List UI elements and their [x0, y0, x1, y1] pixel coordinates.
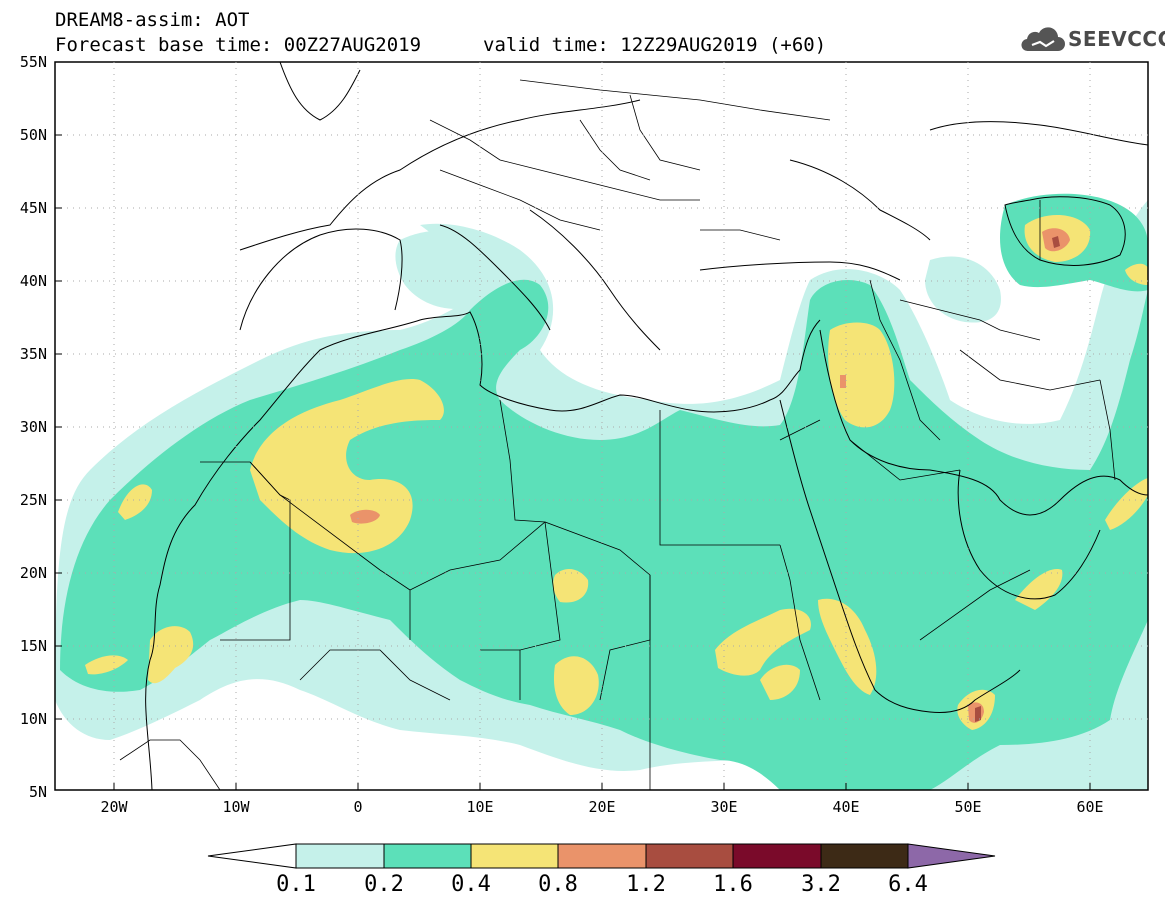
aot-band-0.4 [85, 214, 1148, 730]
colorbar-swatch [383, 843, 472, 869]
lat-label: 20N [20, 564, 47, 582]
country-borders [119, 79, 1116, 790]
lat-label: 35N [20, 345, 47, 363]
colorbar-swatch [557, 843, 647, 869]
colorbar-label: 0.1 [276, 872, 316, 897]
colorbar-label: 1.2 [626, 872, 666, 897]
colorbar-label: 6.4 [888, 872, 928, 897]
lat-label: 15N [20, 637, 47, 655]
lat-label: 10N [20, 710, 47, 728]
lon-label: 10W [222, 798, 250, 816]
map-title: DREAM8-assim: AOT [55, 9, 250, 31]
colorbar-label: 0.4 [451, 872, 491, 897]
lon-label: 10E [466, 798, 493, 816]
lat-label: 40N [20, 272, 47, 290]
colorbar-swatch [295, 843, 385, 869]
lon-label: 20E [588, 798, 615, 816]
lon-label: 40E [832, 798, 859, 816]
axis-ticks [55, 61, 1091, 790]
graticule [55, 62, 1148, 790]
colorbar-label: 3.2 [801, 872, 841, 897]
colorbar-swatch [645, 843, 734, 869]
colorbar-label: 1.6 [713, 872, 753, 897]
colorbar-under-arrow [207, 843, 297, 869]
logo-text: SEEVCCC [1068, 27, 1165, 51]
lat-label: 55N [20, 53, 47, 71]
lat-label: 25N [20, 491, 47, 509]
lon-label: 30E [710, 798, 737, 816]
lon-label: 50E [954, 798, 981, 816]
colorbar-swatch [820, 843, 909, 869]
valid-time: valid time: 12Z29AUG2019 (+60) [483, 34, 827, 56]
colorbar-label: 0.8 [538, 872, 578, 897]
lat-label: 50N [20, 126, 47, 144]
coastlines [145, 62, 1148, 790]
lon-label: 60E [1076, 798, 1103, 816]
colorbar-swatch [470, 843, 559, 869]
seevccc-logo: SEEVCCC [1018, 24, 1165, 56]
lon-label: 0 [353, 798, 362, 816]
color-bar [207, 843, 996, 869]
lat-label: 5N [29, 783, 47, 801]
colorbar-label: 0.2 [364, 872, 404, 897]
lon-label: 20W [100, 798, 128, 816]
colorbar-swatch [732, 843, 822, 869]
lat-label: 30N [20, 418, 47, 436]
aot-band-1.2 [975, 236, 1060, 722]
forecast-base-time: Forecast base time: 00Z27AUG2019 [55, 34, 422, 56]
colorbar-over-arrow [907, 843, 996, 869]
lat-label: 45N [20, 199, 47, 217]
cloud-icon [1021, 27, 1065, 52]
